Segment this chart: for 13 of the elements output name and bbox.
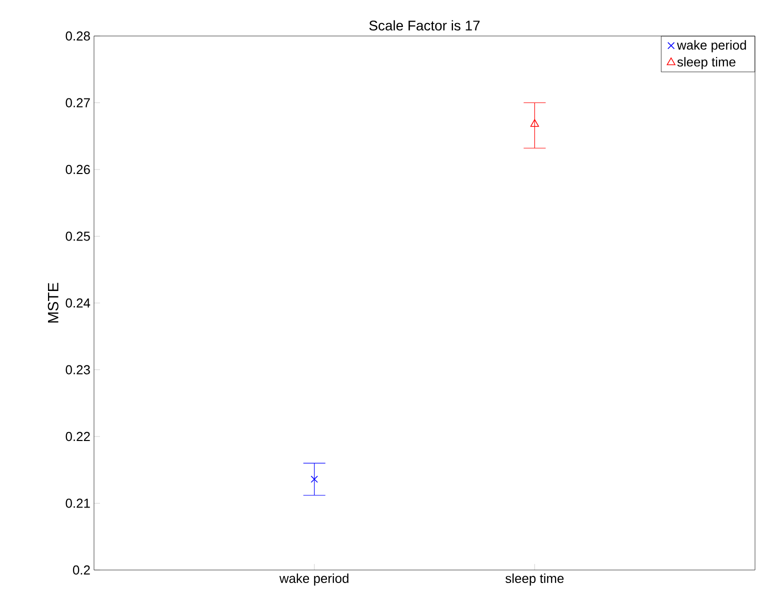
y-tick-label: 0.27 <box>66 98 90 108</box>
y-tick-label: 0.22 <box>66 432 90 442</box>
y-tick-label: 0.23 <box>66 365 90 374</box>
y-tick-label: 0.24 <box>66 298 90 308</box>
y-tick-label: 0.2 <box>72 565 90 575</box>
chart-title: Scale Factor is 17 <box>369 20 480 31</box>
y-tick-label: 0.28 <box>66 31 90 41</box>
legend-label: wake period <box>676 40 746 52</box>
legend-label: sleep time <box>677 57 736 70</box>
y-tick-label: 0.26 <box>66 164 90 174</box>
y-tick-label: 0.25 <box>66 232 90 241</box>
y-axis-title: MSTE <box>48 282 58 323</box>
y-tick-label: 0.21 <box>66 498 90 508</box>
